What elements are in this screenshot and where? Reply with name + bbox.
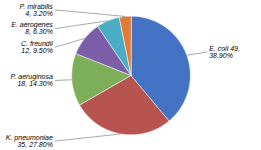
svg-text:K. pneumoniae35, 27.80%: K. pneumoniae35, 27.80% [6,134,53,148]
svg-text:C. freundii12, 9.50%: C. freundii12, 9.50% [21,40,53,54]
svg-text:P. mirabilis4, 3.20%: P. mirabilis4, 3.20% [20,3,54,17]
svg-text:E. aerogenes8, 6.30%: E. aerogenes8, 6.30% [11,21,53,35]
svg-text:P. aeruginosa18, 14.30%: P. aeruginosa18, 14.30% [11,73,53,87]
svg-text:E. coli 49,38.90%: E. coli 49,38.90% [209,45,240,59]
